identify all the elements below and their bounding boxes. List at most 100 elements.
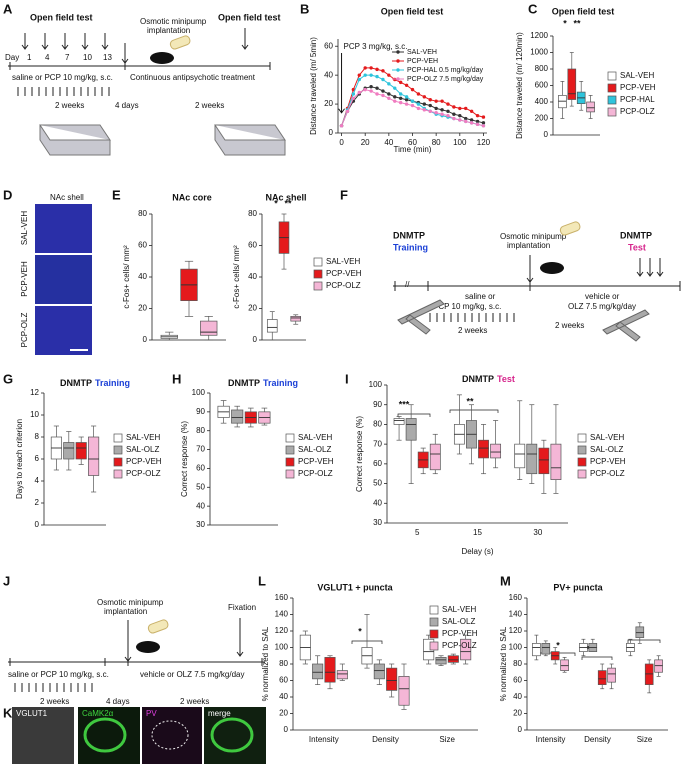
- legend-swatch: [396, 59, 400, 63]
- legend-label: PCP-VEH: [442, 629, 478, 638]
- title-part: Training: [95, 378, 130, 388]
- panel-label: D: [3, 187, 12, 202]
- legend-label: SAL-OLZ: [590, 445, 623, 454]
- point: [410, 99, 415, 103]
- panel-label: J: [3, 573, 10, 588]
- y-tick-label: 40: [373, 498, 382, 507]
- box: [88, 436, 100, 476]
- legend-label: PCP-OLZ: [620, 107, 655, 116]
- y-tick-label: 2: [35, 498, 40, 507]
- y-tick-label: 100: [369, 380, 383, 389]
- diagram-text: 7: [65, 53, 70, 62]
- point: [464, 119, 468, 124]
- point: [475, 113, 480, 118]
- box: [386, 667, 398, 691]
- point: [404, 95, 409, 99]
- y-tick-label: 30: [196, 520, 205, 529]
- point: [422, 95, 427, 99]
- point: [410, 103, 415, 108]
- panel-label: F: [340, 187, 348, 202]
- y-tick-label: 40: [513, 692, 522, 701]
- point: [357, 73, 361, 77]
- diagram-text: implantation: [507, 241, 550, 250]
- y-tick-label: 60: [248, 241, 257, 250]
- point: [339, 124, 344, 128]
- diagram-text: VGLUT1: [16, 709, 48, 718]
- legend-swatch: [313, 269, 323, 279]
- diagram-text: 2 weeks: [195, 101, 224, 110]
- y-tick-label: 70: [196, 445, 205, 454]
- legend-swatch: [429, 641, 439, 651]
- chart: VGLUT1 + puncta 0 20 40 60 80 100 120 140 160 % no…: [261, 582, 478, 744]
- x-tick-label: 80: [432, 138, 441, 147]
- point: [452, 105, 456, 109]
- legend-swatch: [607, 107, 617, 117]
- y-tick-label: 100: [509, 643, 523, 652]
- legend-swatch: [113, 433, 123, 443]
- legend-swatch: [113, 457, 123, 467]
- point: [481, 115, 486, 119]
- micrograph: [35, 255, 92, 304]
- significance: *: [563, 18, 567, 28]
- box: [435, 657, 447, 665]
- significance: **: [573, 18, 581, 28]
- diagram-text: vehicle or: [585, 292, 620, 301]
- legend-label: PCP-HAL: [620, 95, 655, 104]
- y-axis-label: c-Fos+ cells/ mm²: [232, 245, 241, 309]
- panel-label: C: [528, 1, 538, 16]
- point: [440, 99, 444, 103]
- point: [387, 73, 391, 77]
- y-tick-label: 80: [373, 420, 382, 429]
- box: [398, 676, 410, 706]
- x-axis-label: Time (min): [394, 145, 432, 154]
- significance: ***: [399, 399, 410, 409]
- diagram-text: 2 weeks: [55, 101, 84, 110]
- chart-title: DNMTP Training: [228, 378, 298, 388]
- point: [398, 100, 403, 105]
- point: [404, 98, 409, 102]
- x-tick-label: Size: [637, 735, 653, 744]
- diagram-text: 2 weeks: [555, 321, 584, 330]
- diagram-text: //: [405, 280, 410, 289]
- point: [452, 112, 456, 116]
- legend-label: PCP-OLZ: [298, 469, 333, 478]
- y-tick-label: 40: [248, 272, 257, 281]
- panel-k: VGLUT1 CaMK2α PV merge: [12, 707, 266, 764]
- y-tick-label: 6: [35, 454, 40, 463]
- diagram-text: DNMTP: [620, 230, 652, 240]
- point: [369, 73, 373, 77]
- chart-title: DNMTP Training: [60, 378, 130, 388]
- point: [369, 85, 373, 89]
- diagram-text: saline or: [465, 292, 496, 301]
- diagram-text: vehicle or OLZ 7.5 mg/kg/day: [140, 670, 245, 679]
- x-tick-label: 60: [408, 138, 417, 147]
- legend-swatch: [429, 617, 439, 627]
- cell-outline: [210, 717, 254, 753]
- point: [393, 86, 397, 90]
- x-tick-label: 15: [473, 528, 482, 537]
- diagram-text: Osmotic minipump: [97, 598, 164, 607]
- point: [351, 96, 356, 100]
- box: [373, 663, 385, 680]
- point: [416, 106, 421, 111]
- chart: NAc core 0 20 40 60 80 c-Fos+ cells/ mm²: [122, 192, 226, 344]
- diagram-text: NAc shell: [50, 193, 84, 202]
- chart-title: NAc core: [172, 192, 212, 202]
- diagram-text: saline or PCP 10 mg/kg, s.c.: [8, 670, 109, 679]
- point: [393, 99, 397, 103]
- panel-label: G: [3, 371, 13, 386]
- y-tick-label: 0: [329, 128, 334, 137]
- panel-label: A: [3, 1, 13, 16]
- x-tick-label: Density: [584, 735, 611, 744]
- point: [369, 66, 373, 70]
- point: [398, 96, 403, 100]
- point: [375, 67, 379, 72]
- maze-icon: [397, 299, 445, 335]
- micrograph: [35, 204, 92, 253]
- chart: DNMTP Training 0 2 4 6 8 10 12 Days to reach crit…: [15, 378, 162, 529]
- y-tick-label: 80: [513, 659, 522, 668]
- panel-label: B: [300, 1, 309, 16]
- y-tick-label: 140: [509, 610, 523, 619]
- y-tick-label: 0: [143, 335, 148, 344]
- legend-label: PCP-OLZ: [326, 281, 361, 290]
